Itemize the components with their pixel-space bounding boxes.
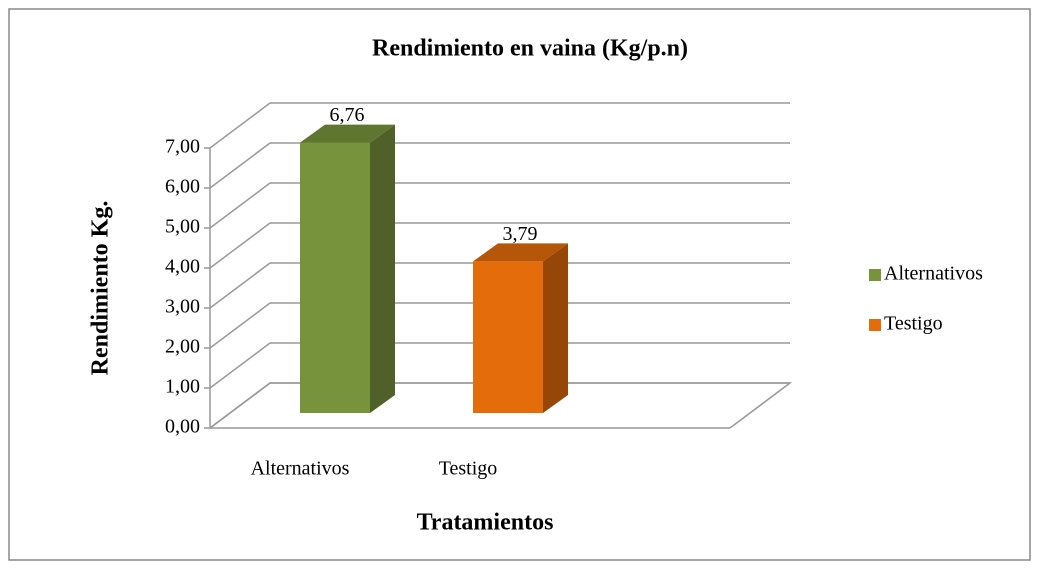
bar-front <box>473 261 543 413</box>
legend-label: Alternativos <box>884 263 983 285</box>
y-tick-label: 1,00 <box>165 376 200 398</box>
legend-swatch <box>869 269 881 281</box>
grid-line <box>209 342 790 389</box>
grid-line <box>209 222 790 269</box>
y-tick-label: 0,00 <box>165 416 200 438</box>
y-tick-label: 6,00 <box>165 176 200 198</box>
x-axis-title: Tratamientos <box>417 510 554 536</box>
legend-swatch <box>869 319 881 331</box>
grid-line <box>209 262 790 309</box>
bar-side <box>370 124 395 413</box>
y-tick-label: 3,00 <box>165 296 200 318</box>
grid-line <box>209 182 790 229</box>
bar-front <box>300 142 370 413</box>
grid-line <box>209 102 790 149</box>
x-tick-label: Testigo <box>439 458 498 480</box>
y-tick-label: 5,00 <box>165 216 200 238</box>
bar-top <box>300 124 395 143</box>
y-axis-title: Rendimiento Kg. <box>88 201 114 376</box>
chart-title: Rendimiento en vaina (Kg/p.n) <box>372 36 688 62</box>
bar-top <box>473 243 568 262</box>
bar-side <box>543 243 568 413</box>
data-label: 6,76 <box>330 104 365 126</box>
data-label: 3,79 <box>503 223 538 245</box>
y-tick-label: 2,00 <box>165 336 200 358</box>
y-tick-label: 4,00 <box>165 256 200 278</box>
legend-label: Testigo <box>884 313 943 335</box>
x-tick-label: Alternativos <box>251 458 350 480</box>
grid-line <box>209 302 790 349</box>
grid-line <box>209 382 790 429</box>
grid-line <box>209 142 790 189</box>
y-tick-label: 7,00 <box>165 136 200 158</box>
